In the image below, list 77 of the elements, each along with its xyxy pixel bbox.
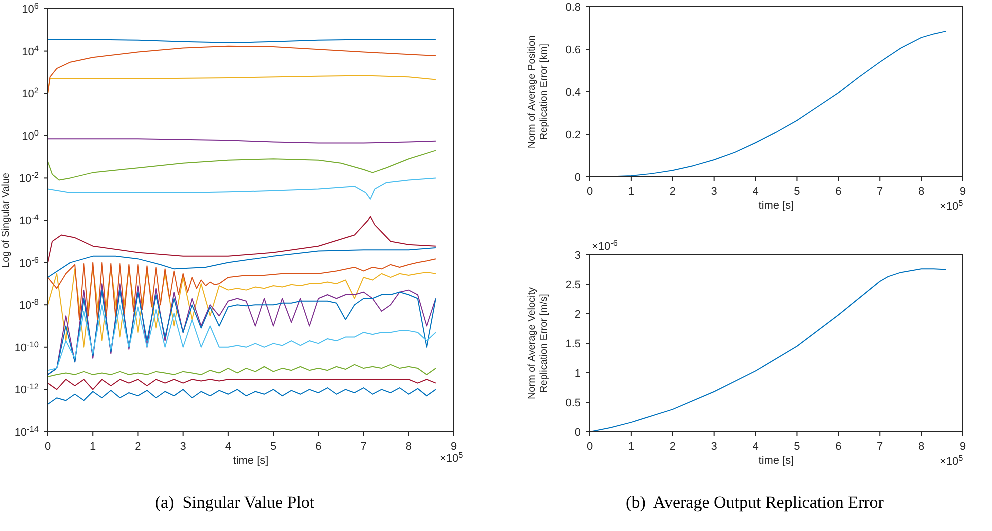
x-tick-label: 3: [711, 186, 718, 198]
text: ×10$^{5}$: [440, 450, 464, 465]
y-tick-label: 10$^{-14}$: [14, 424, 40, 439]
x-tick-label: 6: [836, 186, 842, 198]
y-tick-label: 0: [574, 172, 581, 184]
x-tick-label: 5: [794, 441, 800, 453]
x-tick-label: 1: [628, 441, 635, 453]
x-tick-label: 6: [316, 441, 322, 453]
y-tick-label: 10$^{2}$: [22, 86, 40, 101]
x-tick-label: 4: [225, 441, 232, 453]
y-tick-label: 2.5: [566, 280, 581, 292]
x-axis-title: time [s]: [758, 200, 794, 212]
y-tick-label: 0.8: [566, 2, 581, 14]
text: (b) Average Output Replication Error: [625, 493, 885, 513]
text: (a) Singular Value Plot: [154, 493, 316, 513]
x-tick-label: 2: [670, 441, 676, 453]
line-series: [48, 46, 436, 94]
y-tick-label: 2: [574, 309, 581, 321]
y-axis-title: Log of Singular Value: [1, 172, 12, 268]
y-tick-label: 10$^{6}$: [22, 2, 40, 16]
x-tick-label: 8: [918, 186, 925, 198]
x-tick-label: 6: [836, 441, 842, 453]
y-tick-label: 10$^{4}$: [22, 44, 40, 58]
y-tick-label: 1: [574, 368, 581, 380]
y-tick-label: 10$^{-4}$: [19, 213, 40, 228]
x-tick-label: 5: [270, 441, 277, 453]
x-axis-title: time [s]: [233, 455, 269, 467]
x-tick-label: 1: [628, 186, 635, 198]
y-tick-label: 0.6: [566, 44, 581, 56]
line-series: [590, 268, 947, 432]
x-tick-label: 8: [406, 441, 412, 453]
x-tick-label: 0: [44, 441, 52, 453]
text: ×10$^{5}$: [940, 454, 964, 468]
y-axis-title: Norm of Average Velocity Replication Error [m/s]: [527, 287, 550, 400]
y-tick-label: 0: [574, 427, 581, 439]
y-tick-label: 10$^{-6}$: [19, 255, 40, 270]
x-tick-label: 1: [90, 441, 96, 453]
y-tick-label: 0.4: [566, 87, 581, 99]
x-tick-label: 7: [877, 441, 884, 453]
x-tick-label: 7: [360, 441, 367, 453]
y-axis-title: Norm of Average Position Replication Error [km]: [527, 35, 550, 149]
y-tick-label: 10$^{-8}$: [19, 298, 40, 312]
line-series: [48, 364, 436, 378]
text: ×10$^{-6}$: [592, 238, 618, 253]
x-tick-label: 2: [670, 186, 676, 198]
x-tick-label: 3: [180, 441, 186, 453]
line-series: [48, 178, 436, 200]
y-tick-label: 1.5: [566, 338, 581, 350]
line-series: [48, 248, 436, 278]
x-tick-label: 8: [918, 441, 925, 453]
text: ×10$^{5}$: [940, 198, 964, 213]
y-tick-label: 10$^{0}$: [22, 128, 40, 143]
y-tick-label: 10$^{-10}$: [14, 340, 40, 354]
x-tick-label: 9: [450, 441, 458, 453]
line-series: [48, 258, 436, 320]
y-tick-label: 0.5: [566, 398, 581, 410]
line-series: [48, 216, 436, 264]
x-tick-label: 5: [794, 186, 800, 198]
x-tick-label: 4: [752, 441, 759, 453]
line-series: [48, 150, 436, 181]
x-tick-label: 0: [586, 186, 594, 198]
y-tick-label: 10$^{-12}$: [14, 382, 40, 397]
x-tick-label: 3: [711, 441, 718, 453]
line-series: [48, 379, 436, 390]
x-tick-label: 2: [135, 441, 142, 453]
y-tick-label: 0.2: [566, 130, 581, 142]
y-tick-label: 10$^{-2}$: [19, 170, 40, 186]
x-tick-label: 9: [960, 441, 966, 453]
line-series: [48, 388, 436, 405]
x-tick-label: 4: [752, 186, 759, 198]
x-tick-label: 7: [877, 186, 884, 198]
x-axis-title: time [s]: [758, 455, 794, 467]
x-tick-label: 0: [586, 441, 594, 453]
line-series: [48, 304, 436, 372]
y-tick-label: 3: [574, 250, 581, 262]
line-series: [48, 266, 436, 348]
x-tick-label: 9: [960, 186, 966, 198]
